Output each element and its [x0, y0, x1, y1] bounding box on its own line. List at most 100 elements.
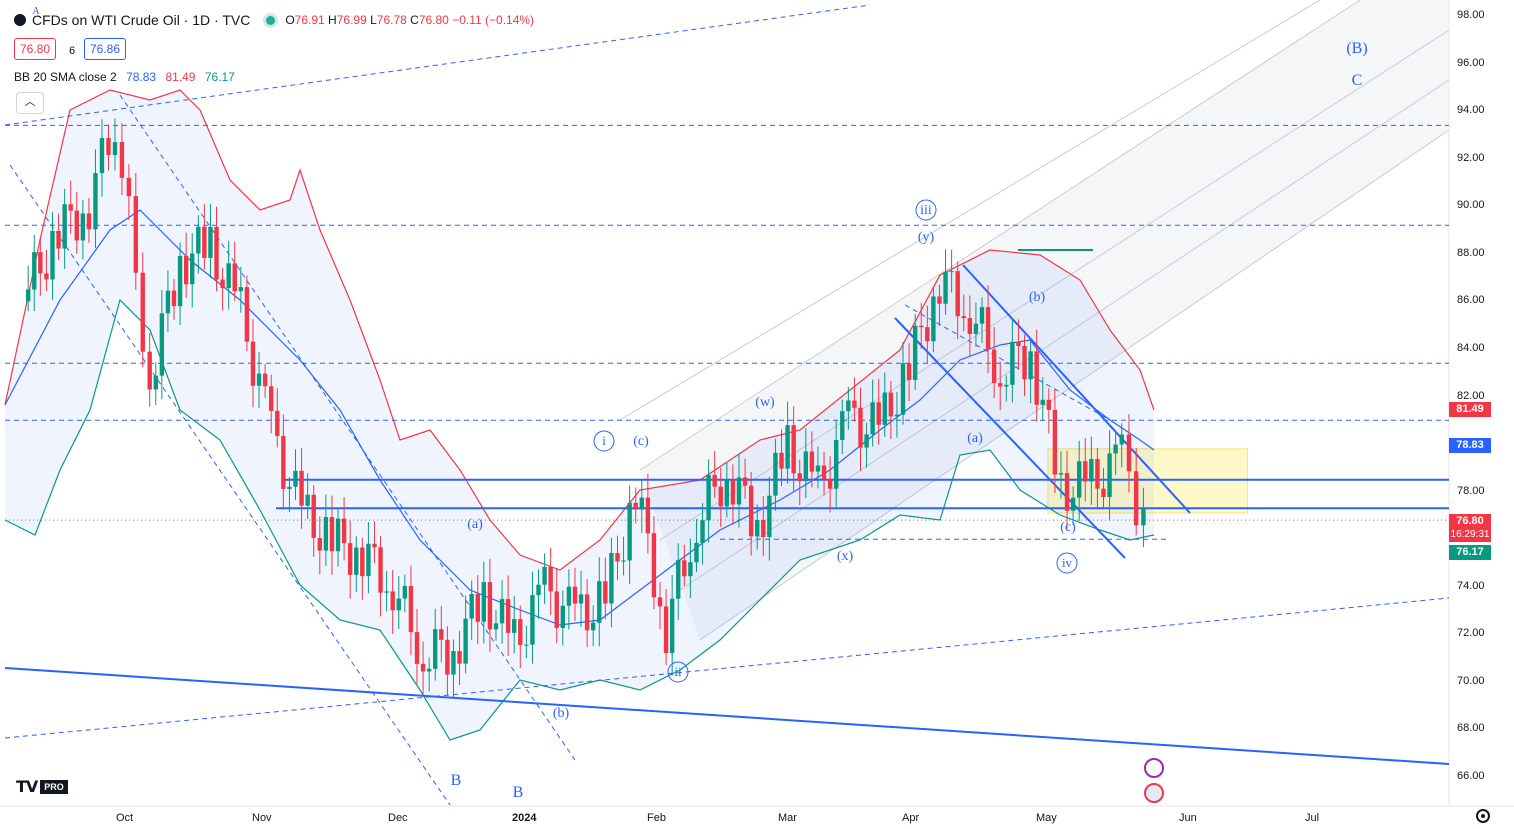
candle-body	[390, 591, 395, 611]
candle-body	[961, 316, 966, 319]
bb-upper-value: 81.49	[165, 70, 196, 84]
time-axis-label: Jul	[1305, 812, 1320, 824]
candle-body	[153, 375, 158, 390]
candle-body	[1126, 434, 1132, 472]
indicator-legend[interactable]: BB 20 SMA close 2 78.83 81.49 76.17	[14, 70, 235, 84]
candle-body	[657, 597, 663, 607]
candle-body	[469, 594, 474, 619]
candle-body	[998, 383, 1003, 387]
candle-body	[706, 474, 711, 521]
price-axis-label: 78.00	[1457, 484, 1485, 497]
candle-body	[347, 543, 353, 575]
candle-body	[912, 325, 918, 380]
candle-body	[140, 272, 145, 352]
candle-body	[949, 271, 954, 273]
candle-body	[232, 263, 237, 292]
candle-body	[354, 547, 359, 575]
time-axis-label: Feb	[647, 812, 666, 824]
candle-body	[639, 497, 644, 510]
wave-label-wB2: B	[513, 784, 524, 801]
candle-body	[86, 213, 92, 230]
price-axis-label: 72.00	[1457, 627, 1485, 640]
candle-body	[1052, 409, 1058, 475]
candle-body	[748, 485, 754, 537]
candle-body	[530, 595, 535, 645]
candle-body	[645, 497, 651, 534]
candle-body	[991, 349, 997, 384]
candle-body	[633, 502, 638, 510]
candle-body	[287, 486, 292, 489]
candle-body	[925, 327, 930, 342]
candle-body	[220, 279, 225, 289]
candle-body	[402, 585, 408, 599]
candle-body	[183, 255, 189, 285]
bollinger-band-fill	[5, 90, 1154, 740]
candle-body	[572, 586, 578, 604]
candle-body	[590, 622, 596, 631]
collapse-legend-button[interactable]: ︿	[16, 92, 44, 114]
trend-line	[4, 4, 871, 126]
pitchfork-line	[619, 0, 1321, 421]
candle-body	[281, 436, 286, 489]
wave-label-wii: ii	[674, 664, 682, 679]
chart-title[interactable]: CFDs on WTI Crude Oil · 1D · TVC	[32, 12, 251, 28]
time-axis-label: Nov	[252, 812, 272, 824]
candle-body	[1089, 459, 1094, 482]
candle-body	[25, 289, 31, 302]
time-axis-label: Apr	[902, 812, 920, 824]
candle-body	[1016, 341, 1021, 347]
buy-button[interactable]: 76.86	[84, 38, 127, 60]
candle-body	[93, 173, 98, 230]
candle-body	[147, 351, 152, 390]
candle-body	[38, 252, 43, 274]
candle-body	[378, 547, 383, 593]
candle-body	[1040, 399, 1045, 405]
candle-body	[126, 177, 132, 197]
candle-body	[112, 142, 118, 155]
ohlc-readout: O76.91 H76.99 L76.78 C76.80 −0.11 (−0.14…	[285, 13, 535, 27]
candle-body	[311, 494, 316, 538]
candle-body	[536, 584, 541, 596]
candle-body	[609, 552, 614, 604]
candle-body	[493, 623, 499, 630]
sell-button[interactable]: 76.80	[14, 38, 57, 60]
candle-body	[955, 271, 960, 317]
candle-body	[396, 598, 401, 611]
candle-body	[505, 599, 511, 633]
candle-body	[457, 651, 462, 664]
time-axis-label: Dec	[388, 812, 408, 824]
wave-label-ww: (w)	[755, 395, 775, 410]
candle-body	[414, 632, 420, 664]
candle-body	[56, 230, 61, 249]
tradingview-logo[interactable]: TV PRO	[16, 777, 68, 796]
wave-label-circle	[667, 661, 689, 683]
wave-label-wc_right: (c)	[1060, 520, 1076, 535]
pitchfork-line	[699, 129, 1450, 641]
time-axis-label: Jun	[1179, 812, 1197, 824]
candle-body	[724, 479, 730, 507]
candle-body	[518, 619, 523, 646]
us-flag-event-icon[interactable]	[1144, 783, 1164, 803]
candle-body	[512, 619, 517, 633]
candle-body	[919, 325, 924, 328]
candle-body	[439, 629, 444, 640]
wave-label-wx: (x)	[837, 549, 854, 564]
time-axis-label: Mar	[778, 812, 797, 824]
candle-body	[119, 142, 125, 178]
price-axis-label: 84.00	[1457, 341, 1485, 354]
pitchfork-line	[639, 0, 1361, 471]
price-axis-label: 82.00	[1457, 389, 1485, 402]
lower-band-tag: 76.17	[1449, 545, 1491, 560]
candle-body	[244, 287, 250, 342]
candle-body	[214, 226, 219, 280]
candle-body	[1058, 473, 1064, 475]
price-axis-label: 88.00	[1457, 246, 1485, 259]
candle-body	[1113, 444, 1118, 454]
candle-body	[317, 537, 323, 551]
candle-body	[682, 560, 687, 577]
settings-gear-icon[interactable]	[1476, 809, 1490, 823]
wave-label-wiv: iv	[1062, 555, 1073, 570]
candle-body	[785, 425, 790, 469]
dividend-event-icon[interactable]	[1144, 758, 1164, 778]
